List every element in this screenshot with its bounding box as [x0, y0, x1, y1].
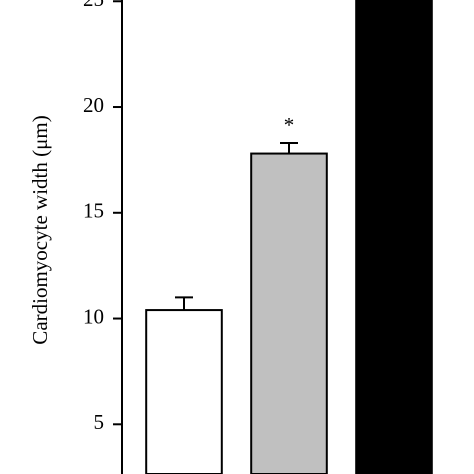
y-tick-label: 25	[83, 0, 104, 11]
bar	[355, 0, 433, 474]
bar	[250, 152, 328, 474]
y-tick-label: 20	[83, 93, 104, 117]
y-tick-label: 5	[94, 410, 105, 434]
y-tick-label: 10	[83, 304, 104, 328]
significance-marker: *	[284, 113, 295, 137]
y-axis-label: Cardiomyocyte width (μm)	[28, 115, 52, 344]
y-tick-label: 15	[83, 199, 104, 223]
bar	[145, 309, 223, 474]
